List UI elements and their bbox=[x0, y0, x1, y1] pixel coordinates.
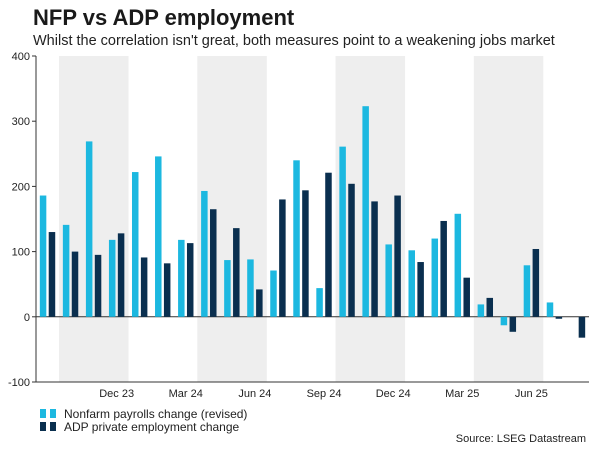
y-tick-label: 100 bbox=[12, 247, 30, 259]
bar-adp bbox=[117, 233, 125, 317]
bar-nfp bbox=[316, 288, 323, 317]
y-tick-label: -100 bbox=[8, 377, 30, 389]
x-tick-label: Dec 24 bbox=[376, 388, 411, 400]
legend-swatch-adp bbox=[40, 422, 46, 431]
bar-nfp bbox=[431, 238, 439, 317]
shaded-band bbox=[519, 56, 544, 382]
bar-nfp bbox=[454, 213, 462, 317]
x-tick-label: Sep 24 bbox=[307, 388, 342, 400]
shaded-band bbox=[473, 56, 498, 382]
x-tick-label: Dec 23 bbox=[99, 388, 134, 400]
shaded-band bbox=[496, 56, 521, 382]
bar-nfp bbox=[408, 250, 415, 317]
y-tick-label: 300 bbox=[12, 116, 30, 128]
bar-adp bbox=[509, 316, 517, 332]
bar-nfp bbox=[339, 146, 346, 317]
legend-swatch-nfp-2 bbox=[50, 409, 56, 418]
shaded-band bbox=[105, 56, 129, 382]
bar-nfp bbox=[131, 172, 139, 317]
bar-nfp bbox=[270, 270, 277, 317]
legend-item-nfp: Nonfarm payrolls change (revised) bbox=[40, 406, 248, 421]
legend-label-nfp: Nonfarm payrolls change (revised) bbox=[64, 406, 248, 421]
bar-adp bbox=[348, 183, 355, 317]
legend-swatch-adp-2 bbox=[50, 422, 56, 431]
bar-nfp bbox=[39, 195, 47, 317]
shaded-band bbox=[243, 56, 267, 382]
bar-adp bbox=[210, 209, 217, 317]
bar-adp bbox=[256, 289, 263, 317]
source-note: Source: LSEG Datastream bbox=[455, 433, 586, 445]
bar-nfp bbox=[247, 259, 254, 317]
legend-label-adp: ADP private employment change bbox=[64, 419, 240, 434]
y-tick-label: 0 bbox=[24, 312, 30, 324]
bar-nfp bbox=[385, 244, 392, 317]
bar-adp bbox=[555, 316, 563, 319]
bar-adp bbox=[463, 277, 470, 317]
bar-nfp bbox=[178, 239, 185, 317]
bar-nfp bbox=[523, 265, 531, 317]
bar-nfp bbox=[155, 156, 162, 317]
shaded-band bbox=[59, 56, 83, 382]
shaded-band bbox=[220, 56, 244, 382]
legend-item-adp: ADP private employment change bbox=[40, 419, 247, 434]
bar-adp bbox=[486, 297, 494, 317]
bar-adp bbox=[94, 254, 102, 317]
chart-subtitle: Whilst the correlation isn't great, both… bbox=[33, 33, 555, 49]
bar-nfp bbox=[62, 224, 70, 317]
bar-adp bbox=[48, 232, 56, 317]
bar-adp bbox=[71, 251, 79, 317]
bar-nfp bbox=[201, 190, 208, 317]
bar-adp bbox=[417, 262, 424, 317]
bar-nfp bbox=[500, 316, 508, 326]
bar-nfp bbox=[546, 302, 554, 317]
x-tick-label: Jun 25 bbox=[515, 388, 548, 400]
y-tick-label: 200 bbox=[12, 181, 30, 193]
shaded-band bbox=[335, 56, 359, 382]
legend-swatch-nfp bbox=[40, 409, 46, 418]
bar-adp bbox=[394, 195, 401, 317]
bar-adp bbox=[302, 190, 309, 317]
shaded-band bbox=[358, 56, 383, 382]
bar-nfp bbox=[362, 106, 369, 317]
bar-adp bbox=[371, 201, 378, 317]
bar-adp bbox=[578, 316, 586, 338]
bar-nfp bbox=[108, 239, 116, 317]
legend: Nonfarm payrolls change (revised) ADP pr… bbox=[40, 406, 248, 434]
y-tick-label: 400 bbox=[12, 51, 30, 63]
bar-adp bbox=[140, 257, 148, 317]
bar-adp bbox=[186, 243, 194, 317]
shaded-band bbox=[197, 56, 221, 382]
shaded-band bbox=[381, 56, 406, 382]
bar-adp bbox=[325, 172, 332, 317]
bar-adp bbox=[233, 228, 240, 317]
bar-nfp bbox=[293, 160, 300, 317]
x-tick-label: Jun 24 bbox=[238, 388, 271, 400]
bar-adp bbox=[163, 263, 171, 317]
bar-adp bbox=[532, 248, 540, 317]
bar-nfp bbox=[477, 304, 485, 317]
chart-title: NFP vs ADP employment bbox=[33, 5, 295, 30]
x-tick-label: Mar 25 bbox=[445, 388, 479, 400]
x-tick-label: Mar 24 bbox=[169, 388, 203, 400]
bar-adp bbox=[279, 199, 286, 317]
bar-adp bbox=[440, 220, 447, 317]
bar-nfp bbox=[224, 260, 231, 317]
bar-nfp bbox=[85, 141, 93, 317]
shaded-band bbox=[82, 56, 106, 382]
